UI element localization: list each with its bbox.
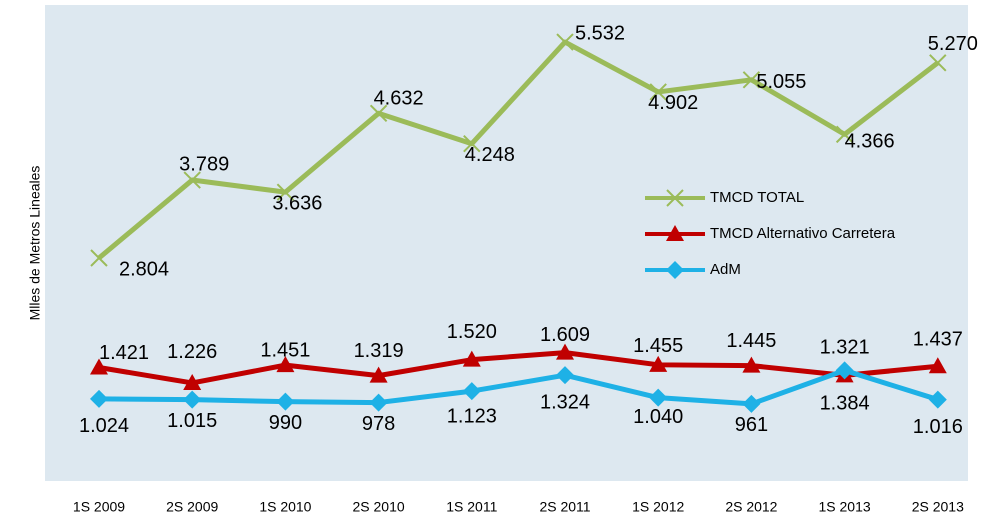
value-label: 4.902 bbox=[648, 92, 698, 114]
value-label: 3.636 bbox=[272, 192, 322, 214]
marker bbox=[835, 125, 854, 144]
marker bbox=[556, 33, 574, 51]
value-label: 1.024 bbox=[79, 415, 129, 437]
value-label: 2.804 bbox=[119, 258, 169, 280]
x-tick-label: 2S 2013 bbox=[912, 499, 964, 515]
legend-marker bbox=[666, 189, 684, 207]
value-label: 1.324 bbox=[540, 391, 590, 413]
value-label: 5.532 bbox=[575, 22, 625, 44]
marker bbox=[742, 356, 761, 373]
value-label: 5.270 bbox=[928, 33, 978, 55]
value-label: 4.248 bbox=[465, 144, 515, 166]
marker bbox=[276, 392, 295, 411]
value-label: 3.789 bbox=[179, 153, 229, 175]
marker bbox=[90, 249, 108, 267]
marker bbox=[90, 389, 108, 408]
value-label: 4.632 bbox=[374, 88, 424, 110]
value-label: 978 bbox=[362, 413, 395, 435]
value-label: 1.451 bbox=[260, 339, 310, 361]
marker bbox=[463, 134, 481, 153]
marker bbox=[556, 343, 574, 360]
x-tick-label: 2S 2010 bbox=[353, 499, 405, 515]
marker bbox=[369, 366, 388, 383]
legend-label: TMCD Alternativo Carretera bbox=[710, 225, 896, 242]
marker bbox=[742, 71, 761, 89]
marker bbox=[742, 394, 761, 413]
marker bbox=[649, 83, 667, 101]
value-label: 4.366 bbox=[845, 131, 895, 153]
value-label: 1.321 bbox=[820, 337, 870, 359]
value-label: 1.123 bbox=[447, 405, 497, 427]
legend-marker bbox=[666, 261, 684, 279]
x-tick-label: 1S 2009 bbox=[73, 499, 125, 515]
series-line bbox=[97, 39, 940, 260]
marker bbox=[369, 393, 388, 412]
marker bbox=[928, 357, 947, 374]
x-tick-label: 1S 2011 bbox=[446, 499, 497, 515]
series-line bbox=[98, 350, 939, 386]
marker bbox=[183, 390, 202, 409]
value-label: 1.437 bbox=[913, 329, 963, 351]
value-label: 1.384 bbox=[820, 393, 870, 415]
legend-label: TMCD TOTAL bbox=[710, 189, 804, 206]
legend-label: AdM bbox=[710, 261, 741, 278]
value-label: 961 bbox=[735, 414, 768, 436]
value-label: 1.520 bbox=[447, 321, 497, 343]
marker bbox=[928, 390, 947, 409]
legend-marker bbox=[666, 225, 684, 241]
value-label: 1.421 bbox=[99, 342, 149, 364]
value-label: 1.445 bbox=[726, 330, 776, 352]
marker bbox=[369, 104, 388, 123]
value-label: 1.609 bbox=[540, 324, 590, 346]
series-line bbox=[98, 367, 939, 407]
marker bbox=[649, 388, 668, 407]
value-label: 1.015 bbox=[167, 410, 217, 432]
marker bbox=[90, 358, 108, 375]
marker bbox=[835, 361, 854, 380]
value-label: 1.319 bbox=[354, 340, 404, 362]
marker bbox=[183, 171, 201, 189]
value-label: 5.055 bbox=[756, 71, 806, 93]
x-tick-label: 2S 2011 bbox=[539, 499, 590, 515]
marker bbox=[276, 183, 295, 201]
marker bbox=[556, 366, 574, 385]
value-label: 1.040 bbox=[633, 406, 683, 428]
x-tick-label: 1S 2010 bbox=[259, 499, 311, 515]
x-tick-label: 1S 2013 bbox=[819, 499, 871, 515]
marker bbox=[462, 382, 481, 401]
y-axis-label: Mlles de Metros Lineales bbox=[27, 166, 43, 321]
value-label: 990 bbox=[269, 412, 302, 434]
value-label: 1.016 bbox=[913, 416, 963, 438]
value-label: 1.226 bbox=[167, 341, 217, 363]
marker bbox=[929, 54, 947, 72]
x-tick-label: 2S 2009 bbox=[166, 499, 218, 515]
x-tick-label: 2S 2012 bbox=[725, 499, 777, 515]
value-label: 1.455 bbox=[633, 335, 683, 357]
x-tick-label: 1S 2012 bbox=[632, 499, 684, 515]
marker bbox=[462, 350, 481, 367]
marker bbox=[649, 355, 668, 372]
marker bbox=[276, 356, 295, 373]
marker bbox=[183, 373, 202, 390]
